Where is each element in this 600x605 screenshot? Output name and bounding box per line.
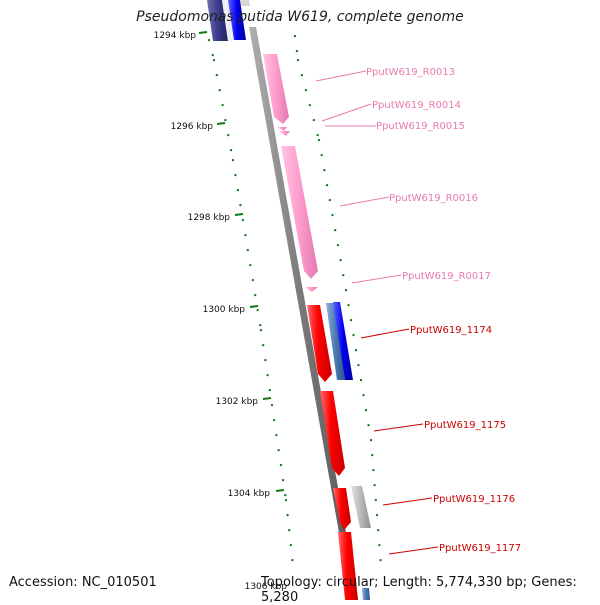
accession-label: Accession: NC_010501 — [9, 575, 157, 590]
axis-label: 1304 kbp — [228, 489, 271, 499]
axis-label: 1302 kbp — [216, 397, 259, 407]
axis-label: 1298 kbp — [188, 213, 231, 223]
axis-tick — [250, 306, 258, 307]
gene-top-gray — [240, 0, 250, 6]
axis-tick — [199, 32, 207, 33]
callout-PputW619_1174 — [361, 329, 409, 338]
gc-track-right — [294, 36, 382, 560]
genome-title: Pseudomonas putida W619, complete genome — [0, 9, 600, 25]
gene-label-R0016[interactable]: PputW619_R0016 — [389, 193, 478, 204]
gene-PputW619_R0014[interactable] — [277, 127, 287, 131]
gene-gray-1[interactable] — [351, 486, 371, 528]
gene-label-R0017[interactable]: PputW619_R0017 — [402, 271, 491, 282]
callout-PputW619_1176 — [383, 498, 432, 505]
axis-label: 1300 kbp — [203, 305, 246, 315]
axis-label: 1296 kbp — [171, 122, 214, 132]
axis-tick — [217, 123, 225, 124]
callout-PputW619_1175 — [374, 424, 423, 431]
axis-label: 1294 kbp — [154, 31, 197, 41]
gene-PputW619_R0017[interactable] — [305, 287, 318, 292]
gene-label-R0013[interactable]: PputW619_R0013 — [366, 67, 455, 78]
gene-label-1175[interactable]: PputW619_1175 — [424, 420, 506, 431]
gene-label-1174[interactable]: PputW619_1174 — [410, 325, 492, 336]
callout-PputW619_1177 — [389, 547, 438, 554]
gene-label-1177[interactable]: PputW619_1177 — [439, 543, 521, 554]
callout-PputW619_R0016 — [340, 197, 389, 206]
axis-tick — [276, 490, 284, 491]
callout-PputW619_R0017 — [352, 275, 401, 283]
axis-tick — [263, 398, 271, 399]
topology-info: Topology: circular; Length: 5,774,330 bp… — [261, 575, 600, 605]
gene-PputW619_R0015[interactable] — [279, 131, 290, 136]
callout-PputW619_R0014 — [322, 104, 371, 121]
axis-tick — [235, 214, 243, 215]
gene-label-R0014[interactable]: PputW619_R0014 — [372, 100, 461, 111]
callout-PputW619_R0013 — [316, 71, 366, 81]
gene-label-R0015[interactable]: PputW619_R0015 — [376, 121, 465, 132]
gene-label-1176[interactable]: PputW619_1176 — [433, 494, 515, 505]
